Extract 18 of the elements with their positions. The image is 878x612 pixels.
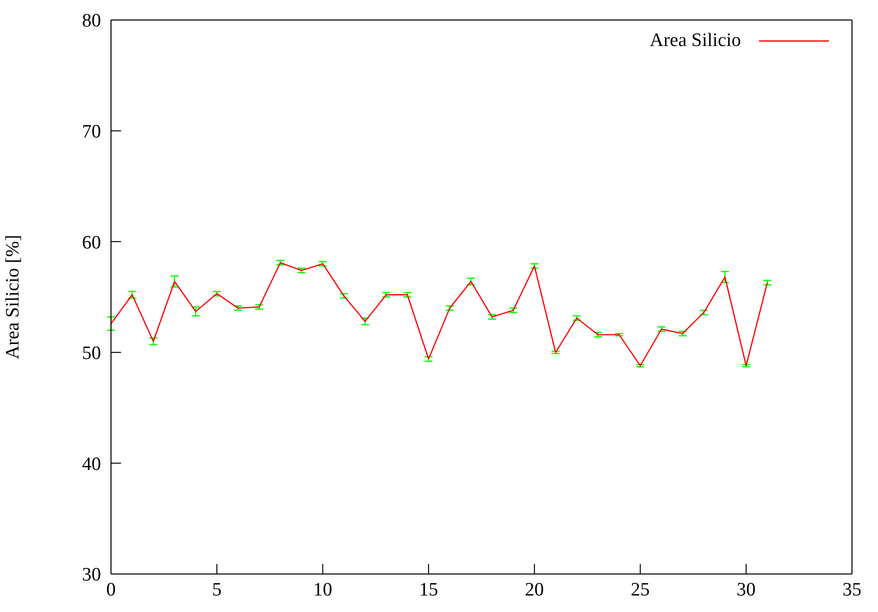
x-tick-label: 0 (106, 579, 116, 600)
y-tick-label: 50 (82, 343, 101, 364)
x-tick-label: 25 (630, 579, 650, 600)
y-tick-label: 80 (82, 10, 101, 32)
x-tick-label: 20 (524, 579, 544, 600)
x-tick-label: 15 (419, 579, 438, 600)
x-tick-label: 30 (736, 579, 756, 600)
legend-label: Area Silicio (650, 30, 741, 52)
legend-box: Area Silicio (650, 30, 833, 52)
y-tick-label: 70 (82, 122, 101, 143)
y-axis-title: Area Silicio [%] (2, 234, 24, 360)
line-series (111, 262, 768, 366)
x-tick-label: 5 (212, 579, 222, 600)
y-tick-label: 30 (82, 564, 101, 586)
x-tick-label: 10 (313, 579, 332, 600)
y-tick-label: 60 (82, 232, 101, 254)
y-tick-label: 40 (82, 454, 101, 475)
x-tick-label: 35 (842, 579, 862, 600)
